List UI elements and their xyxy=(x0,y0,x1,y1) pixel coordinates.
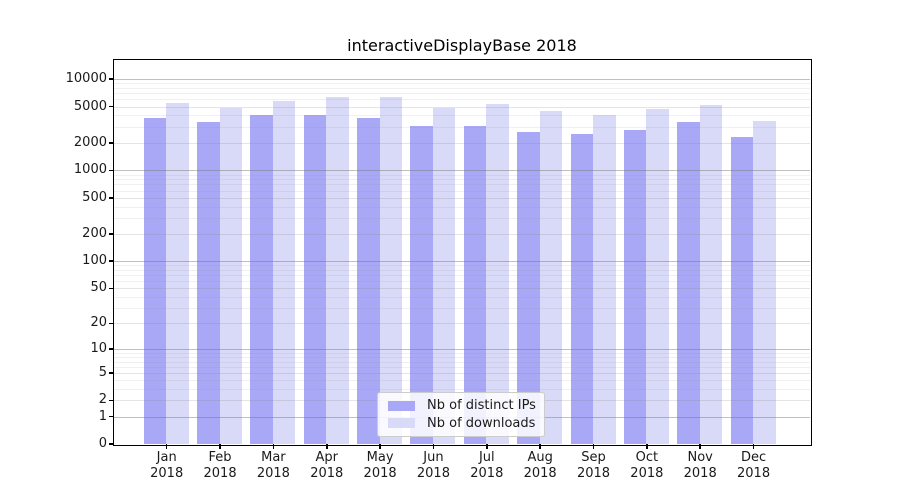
bar-downloads-jun xyxy=(432,107,456,444)
y-tick-mark xyxy=(109,169,114,172)
bar-ips-apr xyxy=(303,115,327,444)
legend-swatch-downloads xyxy=(388,418,415,429)
y-tick-mark xyxy=(109,443,114,445)
x-tick-label-jun: Jun 2018 xyxy=(416,450,450,481)
y-tick-mark xyxy=(109,399,114,402)
bar-ips-jul xyxy=(463,125,487,444)
x-tick-label-nov: Nov 2018 xyxy=(683,450,717,481)
x-tick-mark xyxy=(272,444,275,449)
legend: Nb of distinct IPs Nb of downloads xyxy=(377,392,545,437)
x-tick-label-aug: Aug 2018 xyxy=(523,450,557,481)
bar-ips-feb xyxy=(197,121,220,444)
legend-item-distinct-ips: Nb of distinct IPs xyxy=(386,398,536,413)
y-tick-label: 2 xyxy=(98,392,107,408)
x-tick-label-feb: Feb 2018 xyxy=(203,450,237,481)
x-tick-mark xyxy=(646,444,648,449)
y-tick-label: 1 xyxy=(98,408,107,424)
bar-downloads-apr xyxy=(326,96,349,444)
bar-downloads-mar xyxy=(272,100,296,444)
legend-item-downloads: Nb of downloads xyxy=(386,416,536,431)
plot-area: Nb of distinct IPs Nb of downloads xyxy=(112,58,812,446)
x-tick-mark xyxy=(699,444,701,449)
y-tick-label: 2000 xyxy=(73,134,107,150)
bar-downloads-aug xyxy=(539,111,563,444)
y-tick-label: 20 xyxy=(90,315,107,331)
bar-downloads-jan xyxy=(166,102,189,444)
x-tick-mark xyxy=(326,444,328,449)
bar-ips-aug xyxy=(517,131,540,444)
x-tick-label-may: May 2018 xyxy=(363,450,397,481)
x-tick-label-sep: Sep 2018 xyxy=(576,450,611,481)
y-tick-label: 50 xyxy=(90,280,107,296)
y-tick-mark xyxy=(109,322,114,325)
x-tick-label-jan: Jan 2018 xyxy=(150,450,184,481)
bar-downloads-jul xyxy=(486,104,509,444)
chart-title: interactiveDisplayBase 2018 xyxy=(347,36,577,55)
y-tick-label: 200 xyxy=(82,225,107,241)
y-tick-label: 1000 xyxy=(73,162,107,178)
y-tick-label: 500 xyxy=(82,189,107,205)
y-tick-mark xyxy=(109,233,114,235)
x-tick-label-oct: Oct 2018 xyxy=(630,450,664,481)
legend-swatch-distinct-ips xyxy=(388,400,415,411)
y-tick-mark xyxy=(109,287,114,290)
bar-downloads-nov xyxy=(699,105,723,444)
bar-ips-sep xyxy=(570,134,593,444)
x-tick-mark xyxy=(539,444,541,449)
x-tick-mark xyxy=(592,444,595,449)
bar-ips-jun xyxy=(410,126,433,444)
x-tick-mark xyxy=(219,444,221,449)
y-tick-mark xyxy=(109,105,114,108)
y-tick-label: 10 xyxy=(90,341,107,357)
bar-ips-mar xyxy=(250,115,273,444)
y-tick-label: 0 xyxy=(98,436,107,451)
y-tick-label: 5000 xyxy=(73,98,107,114)
x-tick-mark xyxy=(432,444,435,449)
bar-ips-dec xyxy=(730,137,754,444)
bars-layer xyxy=(114,60,810,444)
x-tick-mark xyxy=(752,444,755,449)
y-tick-mark xyxy=(109,415,114,418)
y-tick-mark xyxy=(109,348,114,350)
y-tick-mark xyxy=(109,372,114,374)
legend-label-distinct-ips: Nb of distinct IPs xyxy=(427,398,536,414)
x-tick-mark xyxy=(486,444,488,449)
x-tick-mark xyxy=(379,444,381,449)
y-tick-label: 100 xyxy=(82,253,107,269)
x-tick-mark xyxy=(165,444,168,449)
bar-downloads-dec xyxy=(753,121,776,444)
legend-label-downloads: Nb of downloads xyxy=(427,415,536,431)
x-tick-label-jul: Jul 2018 xyxy=(470,450,504,481)
y-tick-mark xyxy=(109,260,114,262)
bar-downloads-may xyxy=(379,96,403,444)
bar-downloads-feb xyxy=(219,107,243,444)
bar-downloads-oct xyxy=(646,109,669,444)
x-tick-label-mar: Mar 2018 xyxy=(256,450,290,481)
bar-ips-jan xyxy=(143,118,167,444)
bar-ips-oct xyxy=(623,129,647,444)
bar-ips-may xyxy=(357,117,380,444)
x-tick-label-dec: Dec 2018 xyxy=(737,450,771,481)
y-tick-mark xyxy=(109,78,114,80)
y-tick-mark xyxy=(109,197,114,199)
bar-ips-nov xyxy=(677,121,700,444)
bar-downloads-sep xyxy=(593,115,616,444)
y-tick-label: 5 xyxy=(98,365,107,381)
x-tick-label-apr: Apr 2018 xyxy=(310,450,344,481)
y-tick-label: 10000 xyxy=(65,71,107,87)
y-tick-mark xyxy=(109,142,114,144)
